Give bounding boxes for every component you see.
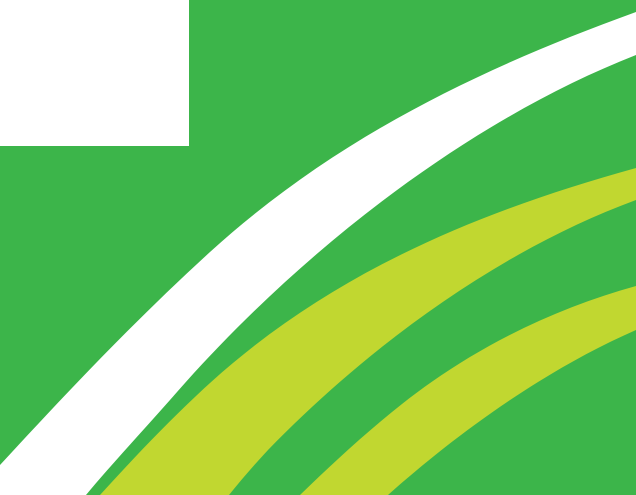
lime-swoosh-band-upper (100, 168, 636, 495)
lime-swoosh-band-lower (300, 286, 636, 495)
white-swoosh-band (0, 12, 636, 495)
top-left-white-notch (0, 0, 189, 146)
